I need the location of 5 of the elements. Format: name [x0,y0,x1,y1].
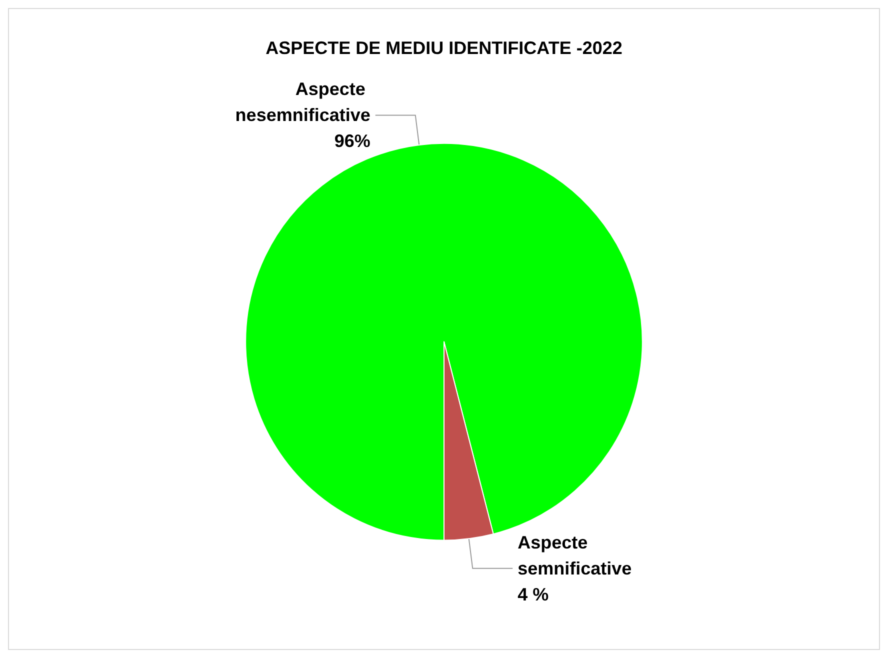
slice-label: Aspecte semnificative [518,532,632,578]
data-label: 4 % [518,584,549,604]
chart-title: ASPECTE DE MEDIU IDENTIFICATE -2022 [266,38,622,58]
slice-label: Aspecte nesemnificative [235,79,370,126]
data-label: 96% [334,131,370,152]
